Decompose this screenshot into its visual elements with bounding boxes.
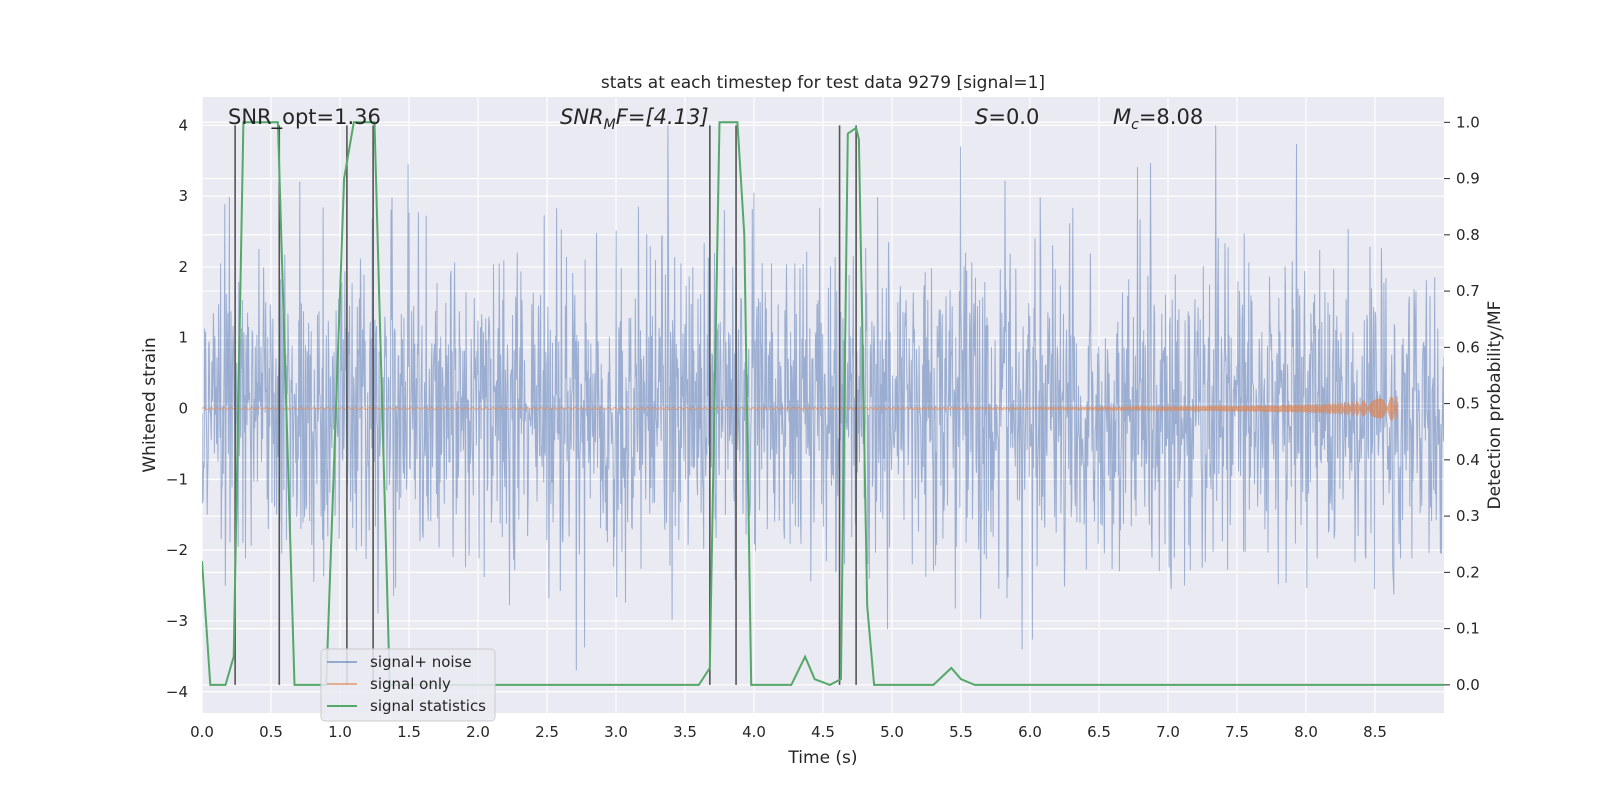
y-right-tick-label: 0.2 bbox=[1456, 563, 1480, 581]
mc-subscript: c bbox=[1131, 117, 1139, 133]
x-tick-label: 7.5 bbox=[1225, 723, 1249, 741]
x-axis-label: Time (s) bbox=[787, 748, 857, 768]
noise-trace bbox=[202, 125, 1444, 671]
annotation-s: S=0.0 bbox=[975, 105, 1039, 129]
y-tick-label: −4 bbox=[166, 683, 188, 701]
mc-symbol: M bbox=[1113, 105, 1131, 129]
signal-trace bbox=[202, 396, 1398, 421]
y-right-tick-label: 0.8 bbox=[1456, 226, 1480, 244]
signal-statistics-series bbox=[202, 121, 1444, 686]
annotation-snr-opt: SNR_opt=1.36 bbox=[228, 105, 381, 130]
x-tick-label: 7.0 bbox=[1156, 723, 1180, 741]
y-right-tick-label: 1.0 bbox=[1456, 113, 1480, 131]
mc-value: =8.08 bbox=[1139, 105, 1203, 129]
x-tick-label: 1.0 bbox=[328, 723, 352, 741]
y-tick-label: −1 bbox=[166, 470, 188, 488]
y-right-tick-label: 0.3 bbox=[1456, 507, 1480, 525]
x-tick-label: 5.5 bbox=[949, 723, 973, 741]
annotation-mc: Mc=8.08 bbox=[1113, 105, 1203, 133]
statistics-line bbox=[202, 121, 1444, 686]
chart-title: stats at each timestep for test data 927… bbox=[601, 73, 1045, 93]
x-tick-label: 4.5 bbox=[811, 723, 835, 741]
legend-label-stats: signal statistics bbox=[370, 697, 486, 715]
legend-box bbox=[320, 648, 496, 722]
y-tick-label: 0 bbox=[178, 400, 188, 418]
y-right-tick-label: 0.0 bbox=[1456, 676, 1480, 694]
x-tick-label: 3.0 bbox=[604, 723, 628, 741]
y-right-axis-label: Detection probability/MF bbox=[1485, 301, 1505, 510]
x-tick-label: 2.0 bbox=[466, 723, 490, 741]
s-value: =0.0 bbox=[988, 105, 1039, 129]
y-right-tick-label: 0.5 bbox=[1456, 395, 1480, 413]
x-tick-label: 2.5 bbox=[535, 723, 559, 741]
legend-label-noise: signal+ noise bbox=[370, 653, 472, 671]
snr-mf-subscript: M bbox=[604, 117, 616, 133]
x-tick-label: 1.5 bbox=[397, 723, 421, 741]
y-tick-label: 3 bbox=[178, 187, 188, 205]
legend: signal+ noise signal only signal statist… bbox=[320, 648, 496, 722]
y-tick-label: −3 bbox=[166, 612, 188, 630]
y-axis-label: Whitened strain bbox=[140, 337, 160, 472]
x-tick-label: 0.5 bbox=[259, 723, 283, 741]
y-right-tick-label: 0.4 bbox=[1456, 451, 1480, 469]
s-symbol: S bbox=[975, 105, 988, 129]
y-tick-label: 2 bbox=[178, 258, 188, 276]
y-right-tick-label: 0.7 bbox=[1456, 282, 1480, 300]
x-tick-label: 0.0 bbox=[190, 723, 214, 741]
snr-mf-rest: F=[4.13] bbox=[616, 105, 709, 129]
x-tick-label: 4.0 bbox=[742, 723, 766, 741]
x-tick-label: 3.5 bbox=[673, 723, 697, 741]
y-right-tick-label: 0.1 bbox=[1456, 620, 1480, 638]
y-right-tick-label: 0.6 bbox=[1456, 338, 1480, 356]
y-tick-label: 1 bbox=[178, 329, 188, 347]
x-tick-label: 8.0 bbox=[1294, 723, 1318, 741]
y-right-tick-label: 0.9 bbox=[1456, 170, 1480, 188]
snr-mf-prefix: SNR bbox=[560, 105, 604, 129]
x-tick-label: 5.0 bbox=[880, 723, 904, 741]
y-right-axis-ticks: 1.0 0.9 0.8 0.7 0.6 0.5 0.4 0.3 0.2 0.1 0.0 bbox=[1444, 113, 1480, 694]
x-tick-label: 6.0 bbox=[1018, 723, 1042, 741]
y-tick-label: 4 bbox=[178, 116, 188, 134]
x-tick-label: 6.5 bbox=[1087, 723, 1111, 741]
signal-noise-series bbox=[202, 125, 1444, 671]
event-markers bbox=[234, 125, 857, 685]
legend-label-signal: signal only bbox=[370, 675, 451, 693]
y-tick-label: −2 bbox=[166, 541, 188, 559]
x-tick-label: 8.5 bbox=[1363, 723, 1387, 741]
annotation-snr-mf: SNRMF=[4.13] bbox=[560, 105, 709, 133]
x-axis-ticks: 0.0 0.5 1.0 1.5 2.0 2.5 3.0 3.5 4.0 4.5 5.0 5.5 6.0 6… bbox=[190, 723, 1387, 741]
y-axis-ticks: 4 3 2 1 0 −1 −2 −3 −4 bbox=[166, 116, 188, 700]
signal-only-series bbox=[202, 396, 1398, 421]
